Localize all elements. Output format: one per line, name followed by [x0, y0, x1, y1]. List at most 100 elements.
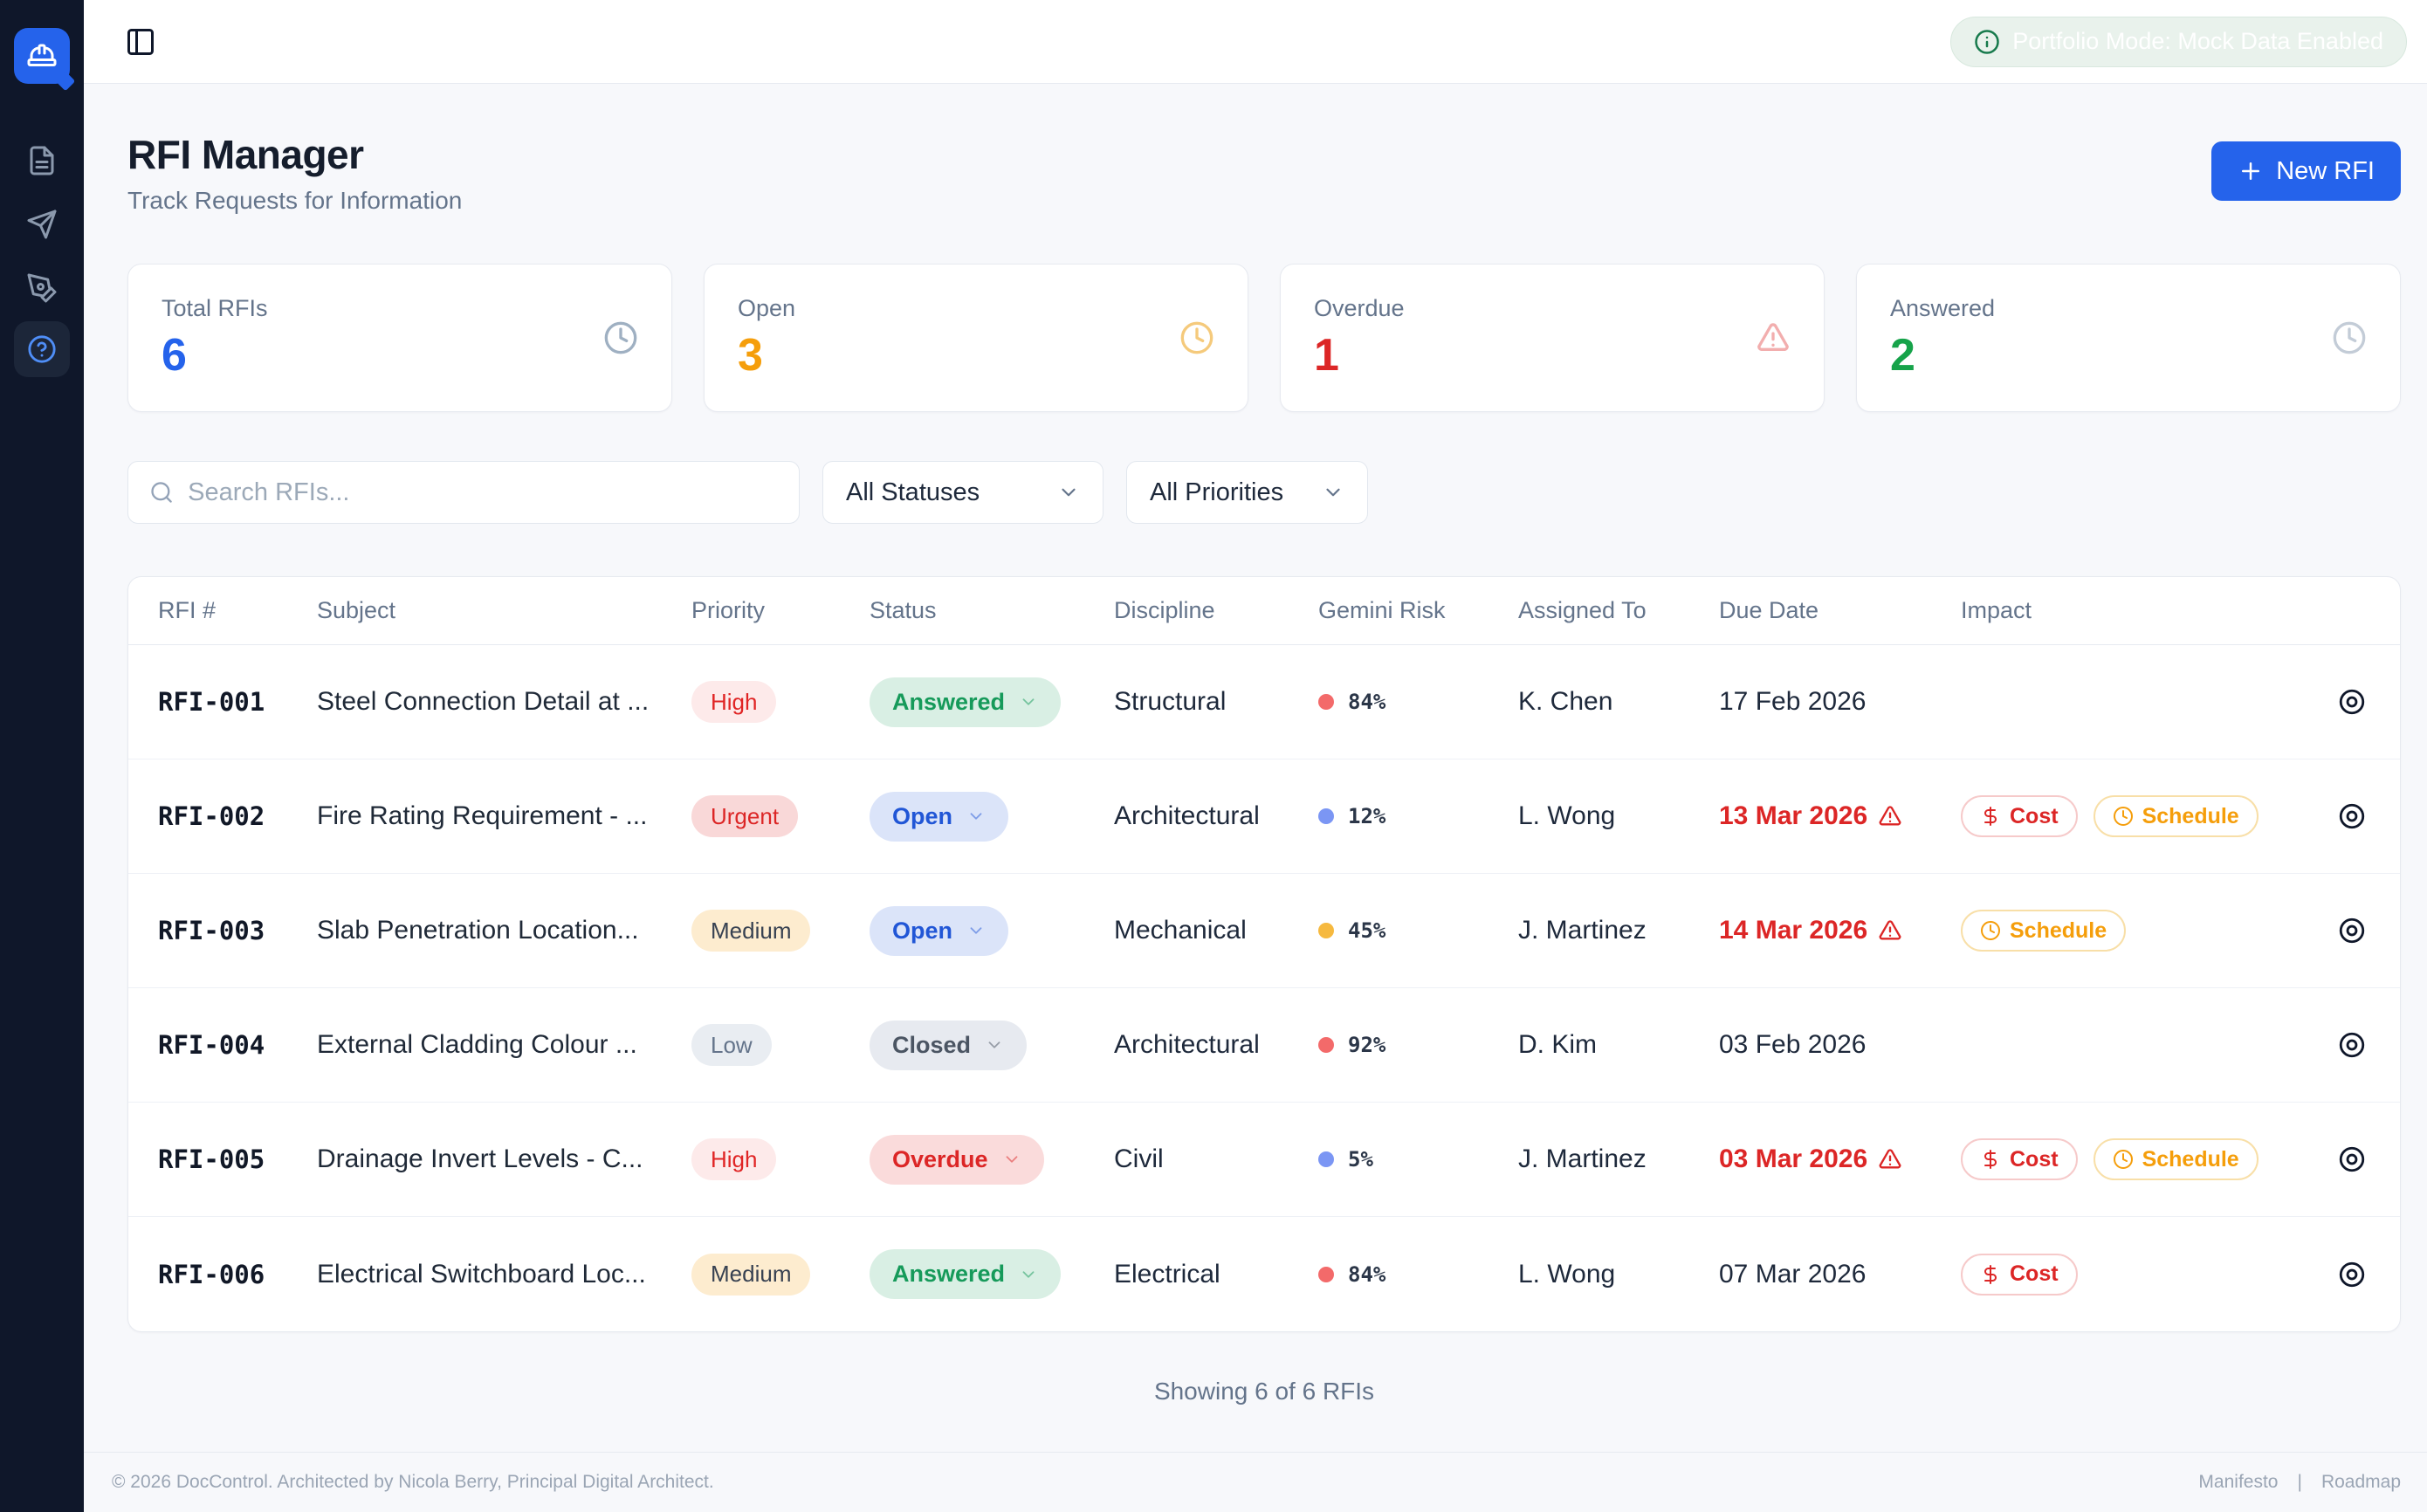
sidebar-item-pen-tool[interactable]: [26, 272, 58, 304]
dollar-icon: [1980, 1149, 2001, 1170]
col-due: Due Date: [1719, 597, 1819, 623]
priority-badge: High: [691, 681, 777, 723]
portfolio-mode-badge[interactable]: Portfolio Mode: Mock Data Enabled: [1950, 16, 2407, 67]
rfi-assigned: J. Martinez: [1518, 916, 1647, 945]
table-row[interactable]: RFI-003 Slab Penetration Location... Med…: [128, 874, 2400, 988]
search-input[interactable]: [188, 478, 778, 507]
new-rfi-button[interactable]: New RFI: [2211, 141, 2401, 201]
chevron-down-icon: [1002, 1150, 1021, 1169]
roadmap-link[interactable]: Roadmap: [2320, 1472, 2401, 1492]
stat-value: 6: [162, 329, 187, 381]
rfi-subject: External Cladding Colour ...: [317, 1030, 637, 1059]
risk-dot: [1318, 694, 1334, 710]
help-circle-icon: [27, 334, 57, 364]
risk-percent: 5%: [1348, 1147, 1373, 1172]
risk-dot: [1318, 1151, 1334, 1167]
stat-card-total: Total RFIs 6: [127, 264, 672, 412]
search-icon: [149, 479, 174, 505]
topbar: Portfolio Mode: Mock Data Enabled: [84, 0, 2427, 84]
view-rfi-button[interactable]: [2334, 1260, 2370, 1289]
rfi-discipline: Architectural: [1114, 1030, 1260, 1059]
results-summary: Showing 6 of 6 RFIs: [1153, 1378, 1375, 1405]
eye-icon: [2337, 801, 2367, 831]
page-header: RFI Manager Track Requests for Informati…: [127, 131, 2401, 215]
table-row[interactable]: RFI-004 External Cladding Colour ... Low…: [128, 988, 2400, 1103]
rfi-subject: Slab Penetration Location...: [317, 916, 639, 945]
dollar-icon: [1980, 1264, 2001, 1285]
rfi-id: RFI-006: [158, 1259, 265, 1289]
table-row[interactable]: RFI-001 Steel Connection Detail at ... H…: [128, 645, 2400, 759]
file-text-icon: [26, 145, 58, 176]
view-rfi-button[interactable]: [2334, 916, 2370, 945]
priority-filter-dropdown[interactable]: All Priorities: [1126, 461, 1368, 524]
page-footer: © 2026 DocControl. Architected by Nicola…: [84, 1452, 2427, 1512]
impact-cost-badge: Cost: [1961, 1253, 2078, 1296]
alert-triangle-icon: [1878, 1147, 1902, 1172]
status-dropdown[interactable]: Answered: [870, 1249, 1062, 1299]
rfi-due-date: 03 Mar 2026: [1719, 1144, 1961, 1174]
clock-icon: [2113, 806, 2134, 827]
alert-triangle-icon: [1878, 804, 1902, 828]
eye-icon: [2337, 1260, 2367, 1289]
clock-icon: [1179, 320, 1214, 355]
rfi-discipline: Mechanical: [1114, 916, 1247, 945]
stat-label: Answered: [1890, 294, 1996, 321]
col-subject: Subject: [317, 597, 396, 623]
rfi-assigned: D. Kim: [1518, 1030, 1597, 1059]
risk-percent: 45%: [1348, 918, 1386, 943]
info-icon: [1974, 29, 2000, 55]
stat-card-open: Open 3: [704, 264, 1248, 412]
chevron-down-icon: [985, 1035, 1004, 1055]
app-logo-hardhat-icon[interactable]: [14, 28, 70, 84]
chevron-down-icon: [1019, 692, 1038, 711]
rfi-id: RFI-003: [158, 916, 265, 945]
eye-icon: [2337, 916, 2367, 945]
clock-icon: [1980, 920, 2001, 941]
status-dropdown[interactable]: Overdue: [870, 1134, 1044, 1185]
impact-cost-badge: Cost: [1961, 1138, 2078, 1180]
sidebar-toggle-button[interactable]: [125, 26, 156, 58]
sidebar-item-help[interactable]: [14, 321, 70, 377]
sidebar-item-send[interactable]: [26, 209, 58, 240]
sidebar-item-documents[interactable]: [26, 145, 58, 176]
risk-dot: [1318, 808, 1334, 824]
rfi-subject: Electrical Switchboard Loc...: [317, 1259, 646, 1289]
rfi-id: RFI-005: [158, 1144, 265, 1174]
stat-value: 3: [738, 329, 763, 381]
rfi-assigned: J. Martinez: [1518, 1144, 1647, 1173]
main-content: RFI Manager Track Requests for Informati…: [84, 84, 2427, 1452]
alert-triangle-icon: [1878, 918, 1902, 943]
plus-icon: [2238, 158, 2264, 184]
rfi-subject: Drainage Invert Levels - C...: [317, 1144, 643, 1173]
view-rfi-button[interactable]: [2334, 687, 2370, 717]
rfi-discipline: Structural: [1114, 687, 1227, 716]
table-row[interactable]: RFI-002 Fire Rating Requirement - ... Ur…: [128, 759, 2400, 874]
status-dropdown[interactable]: Open: [870, 791, 1009, 842]
copyright-text: © 2026 DocControl. Architected by Nicola…: [112, 1472, 714, 1492]
status-dropdown[interactable]: Closed: [870, 1020, 1028, 1070]
table-row[interactable]: RFI-006 Electrical Switchboard Loc... Me…: [128, 1217, 2400, 1331]
chevron-down-icon: [1019, 1265, 1038, 1284]
impact-badges: Schedule: [1961, 910, 2334, 952]
chevron-down-icon: [1057, 481, 1080, 504]
eye-icon: [2337, 1144, 2367, 1174]
manifesto-link[interactable]: Manifesto: [2198, 1472, 2279, 1492]
impact-badges: Cost: [1961, 1253, 2334, 1296]
table-row[interactable]: RFI-005 Drainage Invert Levels - C... Hi…: [128, 1103, 2400, 1217]
impact-schedule-badge: Schedule: [1961, 910, 2127, 952]
view-rfi-button[interactable]: [2334, 1144, 2370, 1174]
chevron-down-icon: [966, 807, 986, 826]
rfi-due-date: 14 Mar 2026: [1719, 916, 1961, 945]
clock-icon: [603, 320, 638, 355]
status-dropdown[interactable]: Open: [870, 905, 1009, 956]
stat-card-answered: Answered 2: [1856, 264, 2401, 412]
status-dropdown[interactable]: Answered: [870, 677, 1062, 727]
view-rfi-button[interactable]: [2334, 801, 2370, 831]
view-rfi-button[interactable]: [2334, 1030, 2370, 1060]
stat-card-overdue: Overdue 1: [1280, 264, 1825, 412]
status-filter-dropdown[interactable]: All Statuses: [822, 461, 1103, 524]
risk-percent: 92%: [1348, 1033, 1386, 1057]
footer-links-divider: |: [2297, 1472, 2302, 1492]
col-assigned: Assigned To: [1518, 597, 1647, 623]
rfi-discipline: Civil: [1114, 1144, 1164, 1173]
